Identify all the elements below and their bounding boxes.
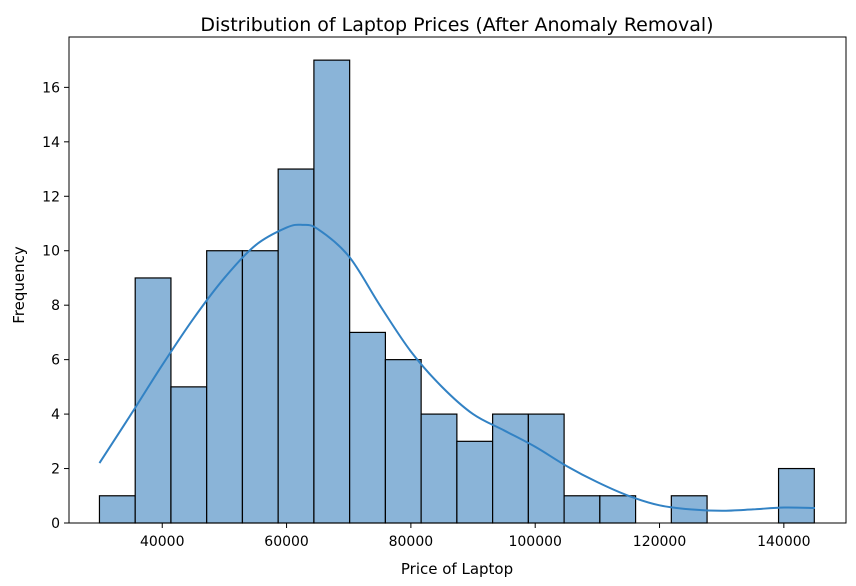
x-tick-label: 60000 (264, 534, 309, 550)
x-tick-label: 140000 (757, 534, 810, 550)
chart-title: Distribution of Laptop Prices (After Ano… (200, 14, 713, 36)
histogram-bar-19 (777, 467, 815, 524)
histogram-bar-14 (599, 495, 637, 524)
histogram-bar-8 (384, 359, 422, 524)
histogram-bar-10 (456, 440, 494, 524)
y-tick-label: 4 (51, 407, 60, 423)
y-tick-label: 10 (42, 244, 60, 260)
kde-density-curve (98, 223, 815, 512)
y-tick-label: 14 (42, 135, 60, 151)
histogram-bar-3 (206, 250, 244, 524)
y-tick-label: 12 (42, 189, 60, 205)
histogram-bar-9 (420, 413, 458, 524)
histogram-bars (98, 59, 815, 524)
y-axis-ticks: 0 2 4 6 8 10 12 14 16 (42, 80, 69, 532)
x-tick-label: 80000 (389, 534, 434, 550)
y-tick-label: 2 (51, 462, 60, 478)
histogram-bar-4 (241, 250, 279, 524)
histogram-bar-11 (492, 413, 529, 524)
histogram-bar-7 (349, 331, 386, 524)
histogram-bar-2 (170, 386, 208, 524)
x-tick-label: 120000 (633, 534, 686, 550)
y-tick-label: 6 (51, 353, 60, 369)
x-axis-label: Price of Laptop (401, 560, 513, 578)
histogram-bar-12 (527, 413, 565, 524)
y-axis-label: Frequency (10, 246, 28, 324)
y-tick-label: 16 (42, 80, 60, 96)
y-tick-label: 0 (51, 516, 60, 532)
y-tick-label: 8 (51, 298, 60, 314)
x-tick-label: 40000 (140, 534, 185, 550)
histogram-bar-0 (98, 495, 136, 524)
histogram-bar-5 (277, 168, 315, 524)
histogram-bar-13 (563, 495, 601, 524)
x-tick-label: 100000 (508, 534, 561, 550)
histogram-bar-1 (134, 277, 172, 524)
x-axis-ticks: 40000 60000 80000 100000 120000 140000 (140, 523, 811, 550)
histogram-bar-6 (313, 59, 351, 524)
plot-frame (68, 36, 847, 524)
